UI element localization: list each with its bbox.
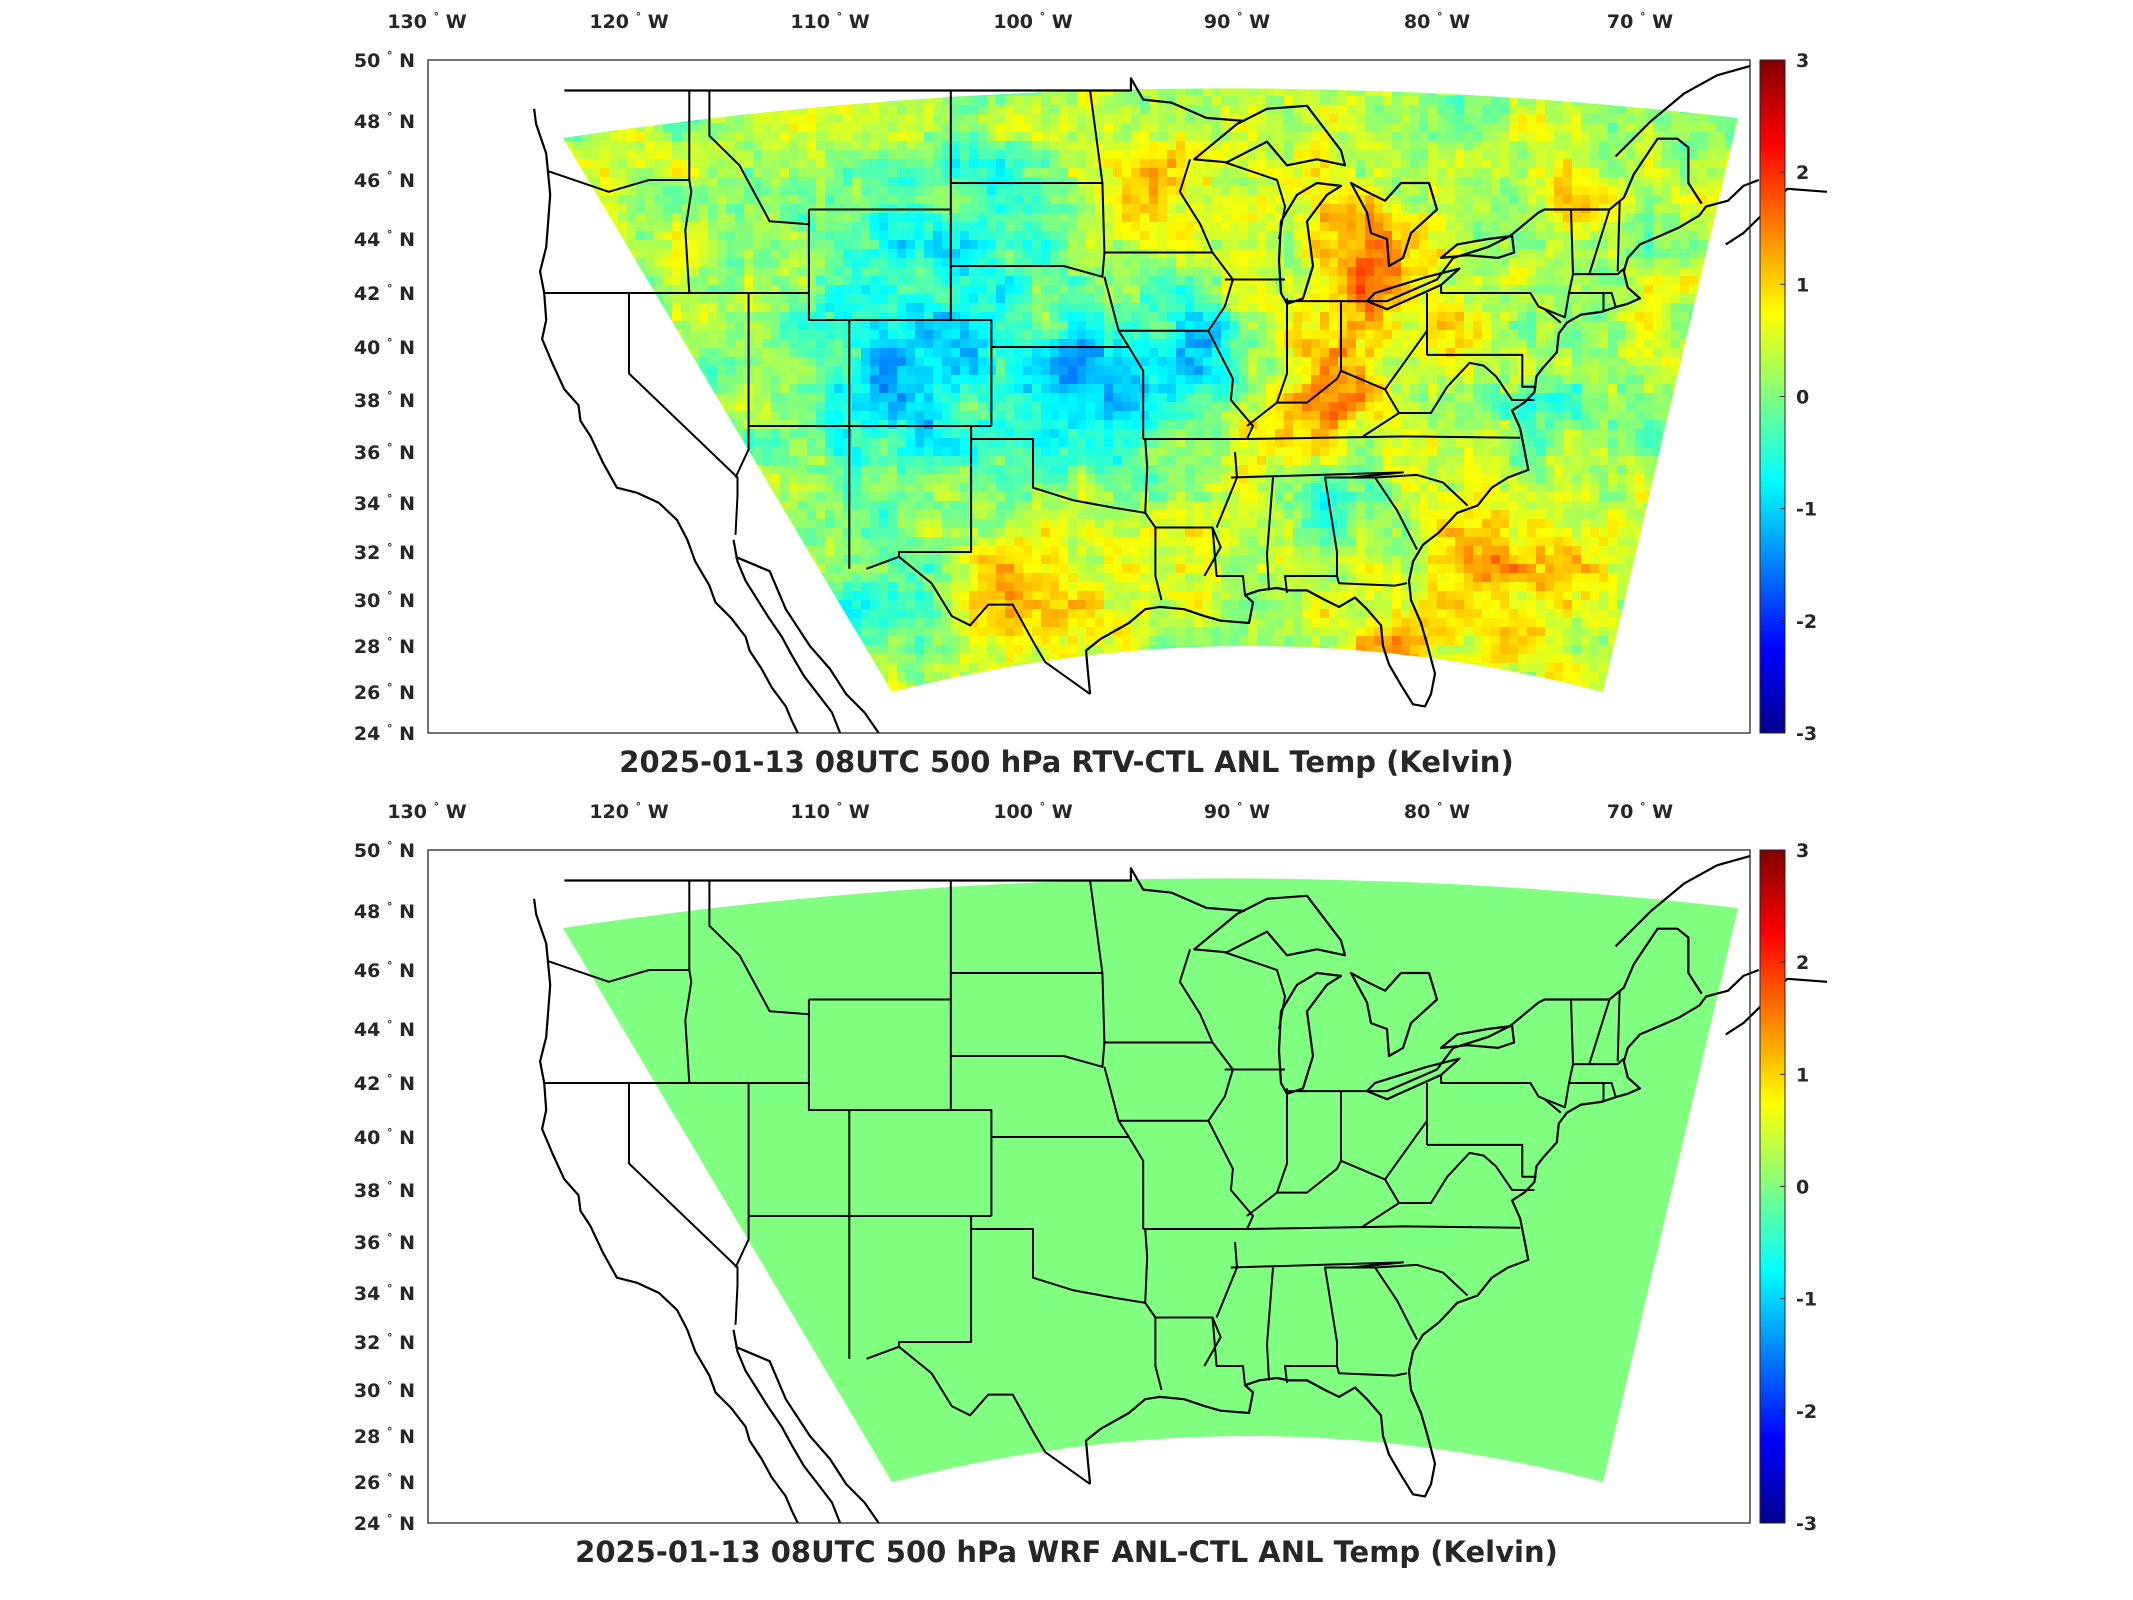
lat-tick-label: 34 ° N — [354, 1282, 415, 1305]
colorbar-tick-label: 2 — [1796, 952, 1809, 974]
lat-tick-label: 32 ° N — [354, 541, 415, 564]
lon-tick-label: 70 ° W — [1607, 800, 1673, 823]
lat-tick-label: 24 ° N — [354, 1512, 415, 1535]
lat-tick-label: 30 ° N — [354, 589, 415, 612]
lat-tick-label: 42 ° N — [354, 282, 415, 305]
colorbar-tick-label: 1 — [1796, 1064, 1809, 1086]
lon-tick-label: 100 ° W — [993, 10, 1072, 33]
lat-tick-label: 24 ° N — [354, 722, 415, 745]
lat-tick-label: 36 ° N — [354, 1231, 415, 1254]
lon-tick-label: 80 ° W — [1404, 10, 1470, 33]
colorbar-tick-label: -2 — [1796, 611, 1817, 633]
colorbar-tick-label: 1 — [1796, 274, 1809, 296]
lat-tick-label: 26 ° N — [354, 681, 415, 704]
lat-tick-label: 48 ° N — [354, 900, 415, 923]
lat-tick-label: 38 ° N — [354, 1179, 415, 1202]
lon-tick-label: 70 ° W — [1607, 10, 1673, 33]
map-axes-frame — [427, 849, 1751, 1524]
colorbar-tick-label: -3 — [1796, 1513, 1817, 1535]
lon-tick-label: 90 ° W — [1204, 10, 1270, 33]
colorbar-tick-label: 0 — [1796, 387, 1809, 409]
colorbar-tick-label: -2 — [1796, 1401, 1817, 1423]
map-boundaries — [533, 855, 1828, 1524]
lat-tick-label: 34 ° N — [354, 492, 415, 515]
lat-tick-label: 44 ° N — [354, 228, 415, 251]
colorbar-tick-label: -1 — [1796, 499, 1817, 521]
lon-tick-label: 120 ° W — [589, 10, 668, 33]
lat-tick-label: 32 ° N — [354, 1331, 415, 1354]
lat-tick-label: 30 ° N — [354, 1379, 415, 1402]
map-boundaries — [533, 65, 1828, 734]
colorbar-tick-label: 3 — [1796, 840, 1809, 862]
map-plot: 130 ° W 120 ° W 110 ° W 100 ° W 90 ° W 80 ° W… — [354, 800, 1828, 1535]
lat-tick-label: 46 ° N — [354, 169, 415, 192]
colorbar-tick-label: -3 — [1796, 723, 1817, 745]
map-panel-wrf-ctl: 130 ° W 120 ° W 110 ° W 100 ° W 90 ° W 80 ° W… — [0, 790, 2133, 1580]
map-axes-frame — [427, 59, 1751, 734]
lon-tick-label: 130 ° W — [387, 800, 466, 823]
map-plot: 130 ° W 120 ° W 110 ° W 100 ° W 90 ° W 80 ° W… — [354, 10, 1828, 745]
lat-tick-label: 50 ° N — [354, 49, 415, 72]
lat-tick-label: 40 ° N — [354, 1126, 415, 1149]
lon-tick-label: 130 ° W — [387, 10, 466, 33]
lat-tick-label: 36 ° N — [354, 441, 415, 464]
lat-tick-label: 44 ° N — [354, 1018, 415, 1041]
lat-tick-label: 28 ° N — [354, 1425, 415, 1448]
lon-tick-label: 120 ° W — [589, 800, 668, 823]
map-panel-rtv-ctl: 130 ° W 120 ° W 110 ° W 100 ° W 90 ° W 80 ° W… — [0, 0, 2133, 790]
lat-tick-label: 28 ° N — [354, 635, 415, 658]
colorbar-tick-label: 3 — [1796, 50, 1809, 72]
colorbar-tick-label: -1 — [1796, 1289, 1817, 1311]
colorbar-tick-label: 2 — [1796, 162, 1809, 184]
lon-tick-label: 100 ° W — [993, 800, 1072, 823]
lat-tick-label: 46 ° N — [354, 959, 415, 982]
lat-tick-label: 38 ° N — [354, 389, 415, 412]
lat-tick-label: 50 ° N — [354, 839, 415, 862]
lon-tick-label: 110 ° W — [790, 800, 869, 823]
lat-tick-label: 26 ° N — [354, 1471, 415, 1494]
lat-tick-label: 42 ° N — [354, 1072, 415, 1095]
panel-title: 2025-01-13 08UTC 500 hPa RTV-CTL ANL Tem… — [619, 745, 1514, 779]
lat-tick-label: 40 ° N — [354, 336, 415, 359]
colorbar-tick-label: 0 — [1796, 1177, 1809, 1199]
lat-tick-label: 48 ° N — [354, 110, 415, 133]
lon-tick-label: 110 ° W — [790, 10, 869, 33]
lon-tick-label: 90 ° W — [1204, 800, 1270, 823]
panel-title: 2025-01-13 08UTC 500 hPa WRF ANL-CTL ANL… — [575, 1535, 1558, 1569]
lon-tick-label: 80 ° W — [1404, 800, 1470, 823]
